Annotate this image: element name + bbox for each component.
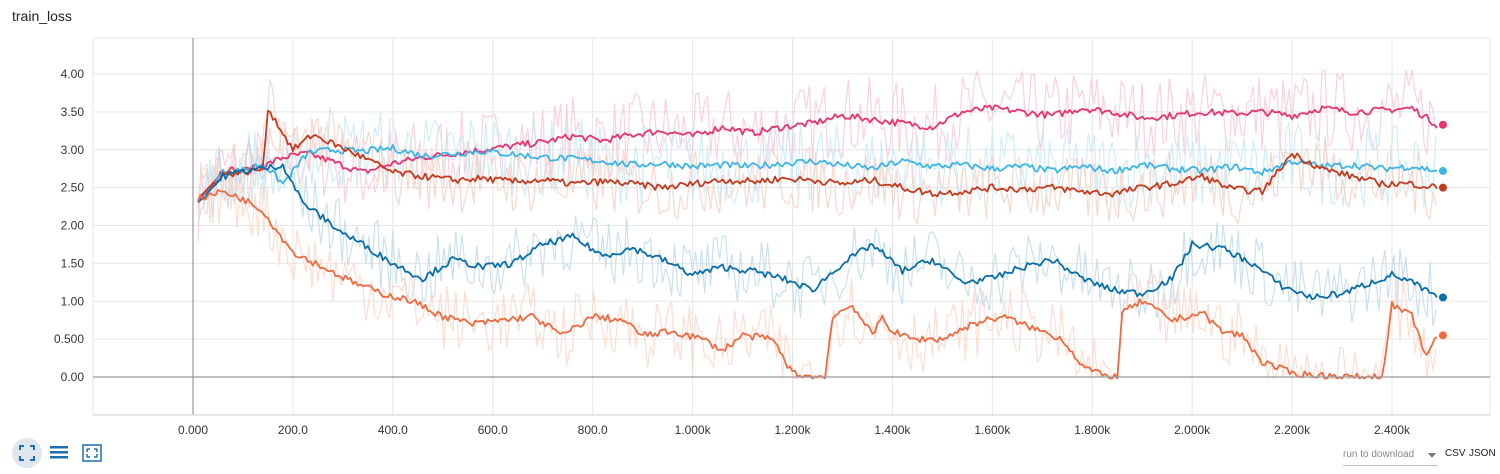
chevron-down-icon: [1428, 453, 1436, 458]
x-tick-label: 0.000: [178, 423, 208, 437]
x-tick-label: 1.600k: [974, 423, 1011, 437]
x-tick-label: 400.0: [378, 423, 408, 437]
y-tick-label: 3.00: [61, 143, 85, 157]
run-select[interactable]: run to download: [1343, 449, 1438, 466]
y-tick-label: 1.50: [61, 256, 85, 270]
fit-domain-button[interactable]: [77, 438, 107, 468]
series-end-marker-2: [1438, 183, 1447, 192]
x-tick-label: 1.400k: [874, 423, 911, 437]
x-tick-label: 2.000k: [1174, 423, 1211, 437]
expand-chart-button[interactable]: [12, 438, 42, 468]
series-end-marker-4: [1438, 331, 1447, 340]
y-tick-label: 0.500: [54, 332, 84, 346]
y-tick-label: 0.00: [61, 370, 85, 384]
x-tick-label: 800.0: [578, 423, 608, 437]
series-line-0: [197, 104, 1438, 202]
raw-trace-0: [197, 69, 1437, 243]
fit-expand-icon: [19, 445, 35, 461]
x-tick-label: 2.200k: [1274, 423, 1311, 437]
run-select-placeholder: run to download: [1343, 449, 1415, 460]
raw-trace-4: [197, 161, 1437, 381]
series-line-1: [197, 144, 1438, 202]
x-tick-label: 1.800k: [1074, 423, 1111, 437]
list-icon: [50, 446, 68, 459]
x-tick-label: 600.0: [478, 423, 508, 437]
series-end-marker-3: [1438, 293, 1447, 302]
y-tick-label: 1.00: [61, 294, 85, 308]
series-line-3: [197, 163, 1438, 301]
series-end-marker-1: [1438, 166, 1447, 175]
chart-title: train_loss: [12, 8, 72, 24]
y-tick-label: 2.50: [61, 181, 85, 195]
toggle-log-scale-button[interactable]: [44, 438, 74, 468]
y-tick-label: 3.50: [61, 105, 85, 119]
x-tick-label: 200.0: [278, 423, 308, 437]
fit-domain-icon: [82, 444, 102, 462]
csv-link[interactable]: CSV: [1445, 448, 1466, 459]
series-line-4: [197, 189, 1438, 380]
y-tick-label: 2.00: [61, 219, 85, 233]
series-end-marker-0: [1438, 120, 1447, 129]
json-link[interactable]: JSON: [1469, 448, 1496, 459]
x-tick-label: 2.400k: [1374, 423, 1411, 437]
y-tick-label: 4.00: [61, 67, 85, 81]
x-tick-label: 1.000k: [675, 423, 712, 437]
x-tick-label: 1.200k: [774, 423, 811, 437]
series-line-2: [197, 109, 1438, 202]
